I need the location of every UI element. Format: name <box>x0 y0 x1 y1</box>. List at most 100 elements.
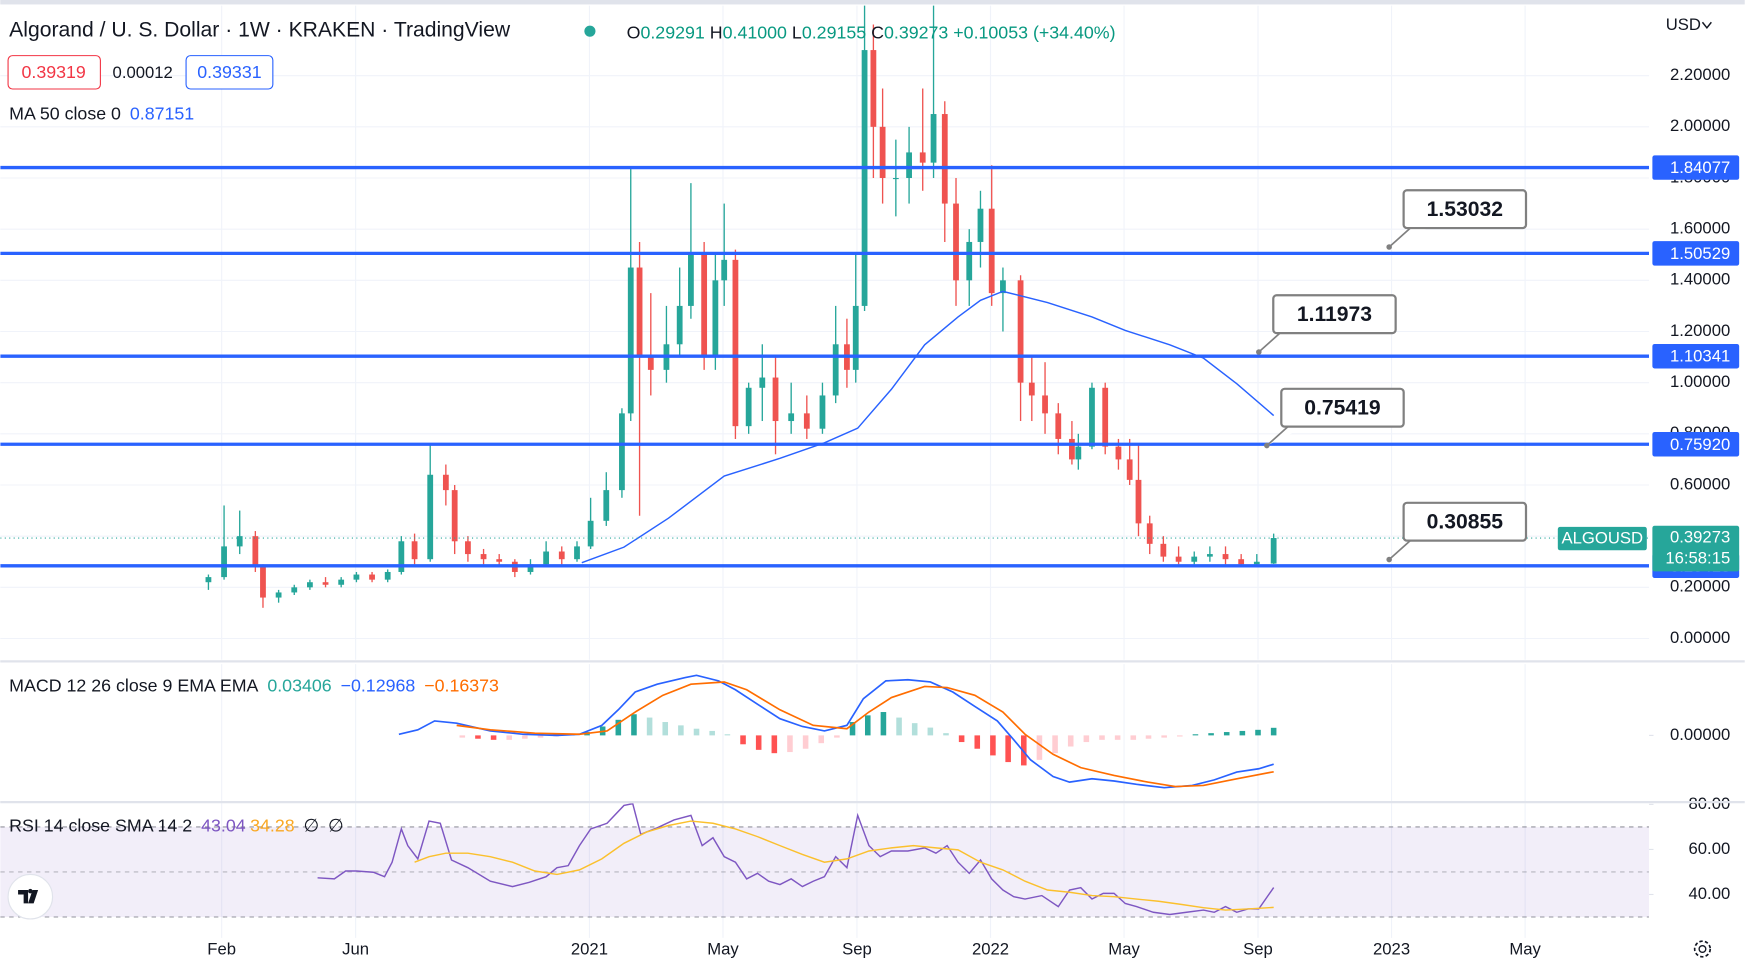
candle-body <box>480 554 487 560</box>
candle-body <box>353 574 360 580</box>
series-line <box>317 803 1275 916</box>
histogram-bar <box>615 719 622 736</box>
callout-box <box>1280 387 1405 428</box>
grid-layer <box>0 5 1654 938</box>
candle-body <box>1206 554 1213 557</box>
histogram-bar <box>927 727 934 736</box>
candle-body <box>977 208 984 242</box>
candle-body <box>291 587 298 593</box>
candle-body <box>988 208 995 294</box>
histogram-bar <box>522 735 528 739</box>
histogram-bar <box>1239 730 1246 736</box>
candle-body <box>1028 382 1035 396</box>
candle-body <box>1102 387 1109 447</box>
candle-body <box>411 541 418 560</box>
histogram-bar <box>1223 732 1230 736</box>
candle-body <box>832 344 839 396</box>
histogram-bar <box>724 734 731 736</box>
callout-anchor <box>1386 244 1392 250</box>
histogram-bar <box>1067 735 1074 747</box>
gear-hub <box>1698 944 1707 953</box>
ohlc-key: C <box>871 22 884 42</box>
candle-body <box>527 564 534 572</box>
histogram-bar <box>506 735 513 740</box>
histogram-bar <box>958 735 965 743</box>
countdown-label: 16:58:15 <box>1665 549 1730 568</box>
overlay-layer: Feb Jun 2021 May Sep 2022 May Sep 2023 May 0.00000… <box>207 65 1740 959</box>
histogram-bar <box>693 728 700 736</box>
candle-body <box>1238 559 1245 565</box>
histogram-bar <box>1192 734 1199 736</box>
chart-title: Algorand / U. S. Dollar · 1W · KRAKEN · … <box>9 19 511 42</box>
candle-body <box>688 254 694 306</box>
level-label: 1.84077 <box>1670 158 1730 177</box>
candle-body <box>205 577 212 583</box>
histogram-bar <box>631 714 637 736</box>
histogram-bar <box>974 735 981 749</box>
candle-body <box>721 259 728 281</box>
histogram-bar <box>678 725 684 736</box>
candle-body <box>1135 479 1142 524</box>
callout-tail <box>1388 227 1429 248</box>
level-label: 0.75920 <box>1670 435 1730 454</box>
candle-body <box>221 546 227 578</box>
currency[interactable]: USD <box>1666 15 1701 34</box>
top-bar <box>0 0 1745 5</box>
x-tick-label: Feb <box>207 940 236 959</box>
histogram-bar <box>1021 735 1027 766</box>
settings-icon[interactable] <box>1693 940 1712 958</box>
histogram-bar <box>1036 735 1043 760</box>
histogram-bar <box>1083 735 1090 743</box>
histogram-bar <box>1114 735 1121 740</box>
tv-logo[interactable] <box>7 873 54 920</box>
callout-tail <box>1258 332 1298 353</box>
histogram-bar <box>911 723 918 736</box>
candle-body <box>892 177 899 180</box>
candle-body <box>861 50 868 306</box>
rsi-sma-value: 34.28 <box>250 815 295 835</box>
bid-box[interactable] <box>7 55 101 90</box>
histogram-bar <box>709 730 715 736</box>
callout-box <box>1402 501 1528 542</box>
macd-hist-value: 0.03406 <box>267 675 331 695</box>
candle-body <box>338 579 345 585</box>
candle-body <box>759 377 766 388</box>
histogram-bar <box>1161 735 1167 738</box>
rsi-title: RSI 14 close SMA 14 2 43.04 34.28 ∅ ∅ <box>9 815 343 835</box>
y-tick-label: 2.00000 <box>1670 116 1730 135</box>
histogram-bar <box>943 733 949 736</box>
ask-box[interactable] <box>185 55 274 90</box>
ohlc-key: O <box>627 22 641 42</box>
candle-body <box>496 559 503 562</box>
candle-body <box>1160 543 1167 557</box>
histogram-bar <box>864 715 871 736</box>
candle-body <box>745 387 752 427</box>
ohlc-legend: O0.29291 H0.41000 L0.29155 C0.39273 +0.1… <box>627 22 1116 42</box>
ask: 0.39331 <box>197 62 261 82</box>
candle-body <box>427 474 434 560</box>
histogram-bar <box>1052 735 1058 754</box>
level-label: 1.10341 <box>1670 347 1730 366</box>
candle-body <box>1175 556 1182 562</box>
logo-dot <box>28 888 33 894</box>
y-tick-label: 0.20000 <box>1670 577 1730 596</box>
candle-body <box>647 357 654 370</box>
candle-body <box>1191 556 1198 562</box>
candle-body <box>1075 446 1082 460</box>
x-tick-label: May <box>1509 940 1541 959</box>
rsi-name: RSI 14 close SMA 14 2 <box>9 815 192 835</box>
bid: 0.39319 <box>22 62 86 82</box>
candle-body <box>732 259 739 427</box>
callout-anchor <box>1256 349 1262 355</box>
x-tick-label: May <box>1108 940 1140 959</box>
candle-body <box>819 395 826 429</box>
series-line <box>414 820 1274 911</box>
candle-body <box>1115 446 1122 460</box>
candle-body <box>558 551 565 560</box>
ohlc-value: 0.29291 <box>640 22 704 42</box>
histogram-bar <box>740 735 746 745</box>
gear <box>1693 940 1712 958</box>
ohlc-key: H <box>710 22 723 42</box>
histogram-bar <box>849 722 856 736</box>
